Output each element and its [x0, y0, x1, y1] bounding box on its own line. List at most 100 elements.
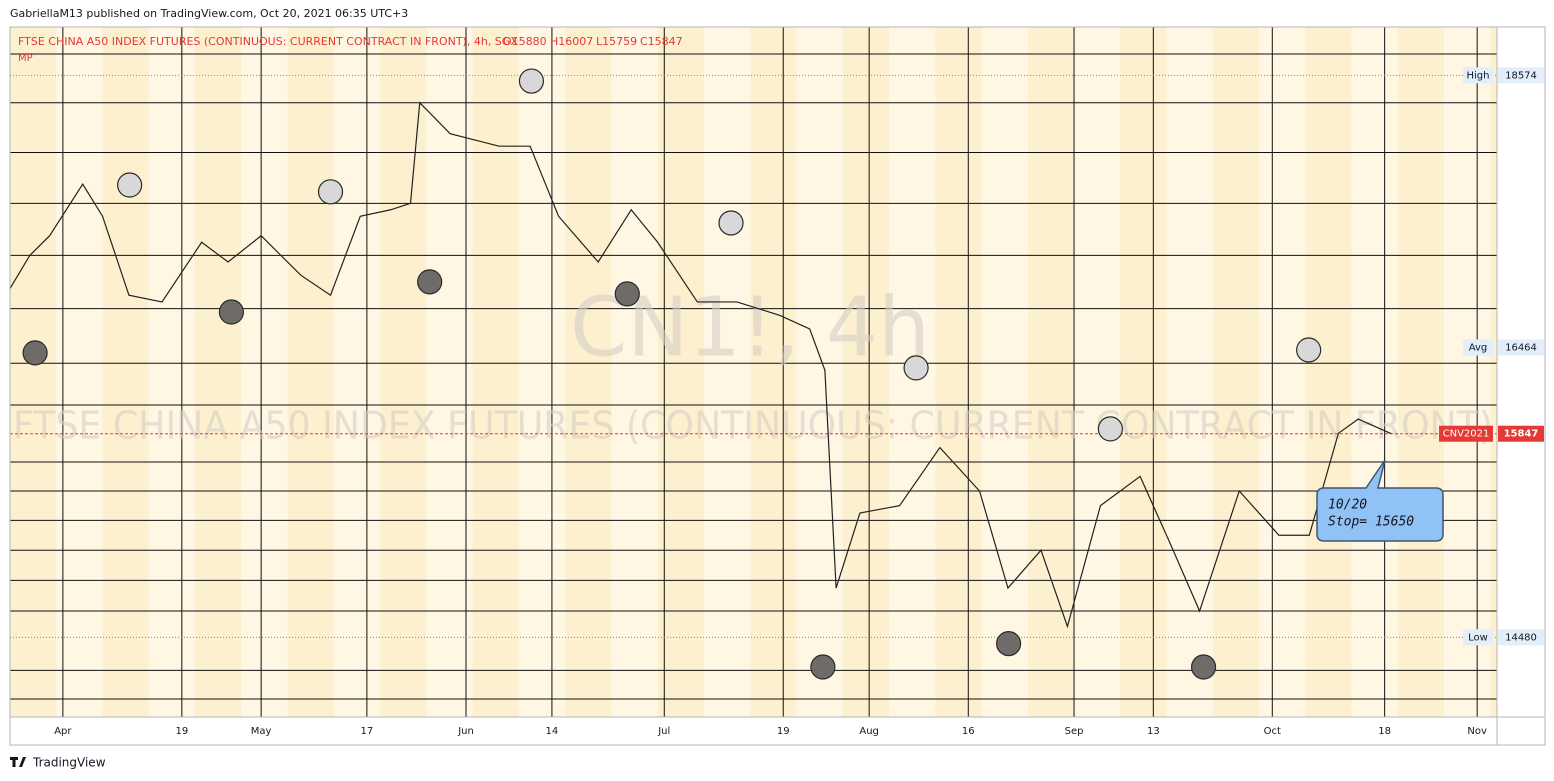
- legend-indicator: MP: [18, 53, 33, 64]
- session-band: [1166, 27, 1213, 717]
- level-value: 16464: [1505, 343, 1537, 354]
- x-tick-label: Oct: [1264, 726, 1281, 737]
- session-band: [1074, 27, 1121, 717]
- watermark-name: FTSE CHINA A50 INDEX FUTURES (CONTINUOUS…: [13, 404, 1493, 448]
- level-value-box: [1498, 425, 1544, 442]
- x-tick-label: May: [251, 726, 272, 737]
- session-band: [1305, 27, 1352, 717]
- x-tick-label: Apr: [54, 726, 72, 737]
- fractal-marker: [417, 269, 443, 295]
- session-band: [1444, 27, 1491, 717]
- level-value: 14480: [1505, 632, 1537, 643]
- grid: [10, 27, 1497, 717]
- x-tick-label: 17: [361, 726, 374, 737]
- fractal-marker: [810, 654, 836, 680]
- level-label: Low: [1468, 632, 1488, 643]
- level-value: 15847: [1504, 429, 1539, 440]
- session-band: [842, 27, 889, 717]
- level-label: CNV2021: [1443, 429, 1490, 440]
- session-band: [565, 27, 612, 717]
- level-value-box: [1498, 339, 1544, 356]
- legend-open: O15880: [503, 35, 547, 48]
- x-tick-label: 19: [175, 726, 188, 737]
- fractal-marker: [1296, 337, 1322, 363]
- axes: 1875018350179501755017150167501635016050…: [54, 726, 1487, 737]
- x-tick-label: 18: [1378, 726, 1391, 737]
- legend-low: L15759: [596, 35, 637, 48]
- session-band: [703, 27, 751, 717]
- session-band: [1351, 27, 1398, 717]
- x-tick-label: 14: [546, 726, 559, 737]
- level-value: 18574: [1505, 70, 1537, 81]
- legend-symbol: FTSE CHINA A50 INDEX FUTURES (CONTINUOUS…: [18, 35, 518, 48]
- fractal-marker: [22, 340, 48, 366]
- x-tick-label: 16: [962, 726, 975, 737]
- session-band: [426, 27, 473, 717]
- x-tick-label: Jul: [657, 726, 670, 737]
- price-axis: [1497, 27, 1545, 745]
- legend-high: H16007: [550, 35, 593, 48]
- footer: TradingView: [10, 756, 106, 770]
- session-band: [750, 27, 797, 717]
- x-tick-label: Aug: [859, 726, 879, 737]
- session-band: [1212, 27, 1260, 717]
- frame: [9, 26, 1546, 746]
- level-value-box: [1498, 629, 1544, 646]
- session-band: [472, 27, 519, 717]
- brand: TradingView: [32, 756, 106, 770]
- session-band: [657, 27, 704, 717]
- session-band: [102, 27, 149, 717]
- callout: [1316, 459, 1444, 542]
- x-tick-label: Jun: [457, 726, 474, 737]
- session-band: [195, 27, 242, 717]
- fractal-marker: [1190, 654, 1217, 680]
- session-band: [518, 27, 566, 717]
- level-label-box: [1463, 67, 1493, 84]
- session-band: [380, 27, 427, 717]
- level-label-box: [1463, 629, 1493, 646]
- session-band: [796, 27, 843, 717]
- fractal-marker: [317, 179, 344, 205]
- price-line: [9, 101, 1392, 629]
- session-band: [1490, 27, 1497, 717]
- session-band: [1397, 27, 1445, 717]
- x-tick-label: 19: [777, 726, 790, 737]
- annotation-date: 10/20: [1328, 498, 1367, 513]
- session-band: [241, 27, 288, 717]
- watermark: CN1!, 4h FTSE CHINA A50 INDEX FUTURES (C…: [13, 280, 1493, 447]
- level-label: High: [1467, 70, 1490, 81]
- fractal-marker: [117, 172, 143, 198]
- session-band: [1259, 27, 1306, 717]
- time-axis: [10, 717, 1545, 745]
- fractal-marker: [614, 281, 640, 307]
- session-band: [1027, 27, 1075, 717]
- fractal-marker: [1097, 416, 1123, 442]
- fractal-marker: [518, 68, 545, 94]
- fractal-marker: [996, 631, 1022, 657]
- session-band: [935, 27, 982, 717]
- publisher: GabriellaM13 published on TradingView.co…: [10, 7, 408, 20]
- x-tick-label: Sep: [1065, 726, 1084, 737]
- session-band: [148, 27, 196, 717]
- legend-close: C15847: [640, 35, 683, 48]
- annotation-text: Stop= 15650: [1328, 515, 1414, 530]
- session-band: [981, 27, 1028, 717]
- annotation: 10/20 Stop= 15650: [1316, 459, 1444, 542]
- fractal-marker: [903, 355, 929, 381]
- level-label-box: [1463, 339, 1493, 356]
- session-band: [333, 27, 381, 717]
- logo: [10, 757, 26, 767]
- session-band: [611, 27, 658, 717]
- plot: [9, 68, 1497, 680]
- fractal-marker: [718, 210, 744, 236]
- level-label: Avg: [1469, 343, 1488, 354]
- x-tick-label: Nov: [1467, 726, 1487, 737]
- session-band: [1120, 27, 1167, 717]
- session-band: [10, 27, 57, 717]
- x-tick-label: 13: [1147, 726, 1160, 737]
- session-band: [56, 27, 103, 717]
- plot-background: [10, 27, 1497, 717]
- session-band: [287, 27, 334, 717]
- fractal-marker: [218, 299, 244, 325]
